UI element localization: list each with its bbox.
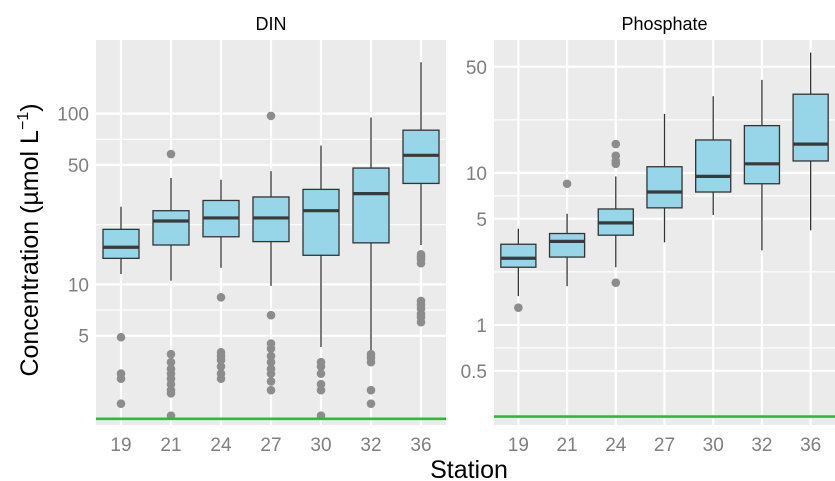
- x-tick-label: 19: [110, 435, 131, 456]
- facet-panels: 5 10 50 100 19 21 24 27 30 32 36 DIN 0.5 1 5 10 50 19 21 24…: [57, 14, 835, 456]
- y-tick-label: 10: [68, 275, 89, 296]
- x-tick-label: 21: [557, 435, 578, 456]
- outlier-point: [266, 369, 276, 378]
- y-tick-label: 5: [476, 210, 487, 231]
- x-tick-label: 32: [751, 435, 772, 456]
- outlier-point: [116, 399, 126, 408]
- outlier-point: [266, 351, 276, 361]
- box-iqr: [743, 124, 781, 185]
- facet-panel-2: 0.5 1 5 10 50 19 21 24 27 30 32 36 Phosphate: [461, 14, 835, 456]
- outlier-point: [266, 357, 276, 367]
- x-tick-label: 24: [210, 435, 232, 456]
- box-station-30: [302, 145, 340, 421]
- box-station-24: [202, 179, 240, 384]
- outlier-point: [116, 332, 126, 342]
- outlier-point: [166, 357, 176, 367]
- box-iqr: [792, 93, 829, 162]
- outlier-point: [611, 159, 621, 169]
- facet-panel-1: 5 10 50 100 19 21 24 27 30 32 36 DIN: [57, 14, 446, 456]
- outlier-point: [416, 317, 426, 327]
- x-tick-label: 30: [703, 435, 724, 456]
- box-station-36: [402, 62, 440, 327]
- box-station-36: [792, 52, 829, 231]
- box-station-27: [646, 113, 683, 243]
- x-tick-label: 36: [410, 435, 431, 456]
- y-axis-title-exponent: −1: [15, 112, 32, 130]
- outlier-point: [166, 349, 176, 359]
- box-station-19: [500, 228, 537, 313]
- outlier-point: [514, 303, 523, 313]
- box-station-32: [352, 117, 390, 408]
- x-tick-label: 27: [654, 435, 675, 456]
- outlier-point: [316, 369, 326, 378]
- outlier-point: [266, 310, 276, 320]
- y-tick-label: 50: [68, 156, 89, 177]
- outlier-point: [216, 362, 226, 371]
- outlier-point: [266, 385, 276, 395]
- box-station-30: [695, 96, 732, 215]
- outlier-point: [216, 292, 226, 302]
- box-station-21: [548, 179, 586, 287]
- y-axis-title-main: Concentration (: [16, 205, 44, 377]
- box-iqr: [302, 188, 340, 256]
- box-station-32: [743, 79, 781, 251]
- outlier-point: [166, 149, 176, 159]
- x-tick-label: 32: [360, 435, 381, 456]
- box-iqr: [102, 228, 140, 260]
- outlier-point: [366, 399, 376, 408]
- x-tick-label: 24: [605, 435, 627, 456]
- box-station-27: [252, 111, 290, 395]
- y-axis-title-close: ): [16, 103, 44, 111]
- y-tick-label: 50: [466, 58, 487, 79]
- outlier-point: [266, 344, 276, 353]
- outlier-point: [216, 355, 226, 365]
- box-iqr: [548, 232, 586, 258]
- box-station-19: [102, 206, 140, 408]
- outlier-point: [216, 374, 226, 384]
- y-tick-label: 5: [78, 327, 89, 348]
- y-tick-label: 10: [466, 164, 487, 185]
- outlier-point: [611, 139, 621, 149]
- y-tick-label: 0.5: [461, 362, 487, 383]
- x-tick-label: 36: [800, 435, 821, 456]
- outlier-point: [562, 179, 572, 189]
- y-tick-label: 100: [57, 105, 89, 126]
- outlier-point: [166, 379, 176, 389]
- x-tick-label: 27: [260, 435, 281, 456]
- outlier-point: [266, 377, 276, 386]
- x-tick-label: 21: [160, 435, 181, 456]
- box-iqr: [695, 139, 732, 193]
- outlier-point: [316, 379, 326, 389]
- box-station-24: [597, 139, 634, 287]
- x-axis-title: Station: [430, 456, 508, 481]
- outlier-point: [316, 385, 326, 395]
- outlier-point: [266, 111, 276, 121]
- outlier-point: [416, 258, 426, 268]
- x-tick-label: 30: [310, 435, 331, 456]
- y-tick-label: 1: [476, 316, 487, 337]
- box-iqr: [646, 166, 683, 209]
- x-tick-label: 19: [508, 435, 529, 456]
- box-iqr: [152, 210, 190, 246]
- box-station-21: [152, 149, 190, 421]
- outlier-point: [366, 385, 376, 395]
- outlier-point: [316, 362, 326, 371]
- outlier-point: [366, 357, 376, 367]
- facet-title: Phosphate: [621, 14, 707, 34]
- box-iqr: [352, 167, 390, 244]
- y-axis-title-unit: µmol L: [16, 130, 44, 206]
- y-axis-title: Concentration (µmol L−1): [15, 103, 44, 376]
- outlier-point: [166, 389, 176, 398]
- facet-title: DIN: [256, 14, 287, 34]
- outlier-point: [116, 374, 126, 384]
- box-iqr: [500, 243, 537, 268]
- outlier-point: [611, 278, 621, 287]
